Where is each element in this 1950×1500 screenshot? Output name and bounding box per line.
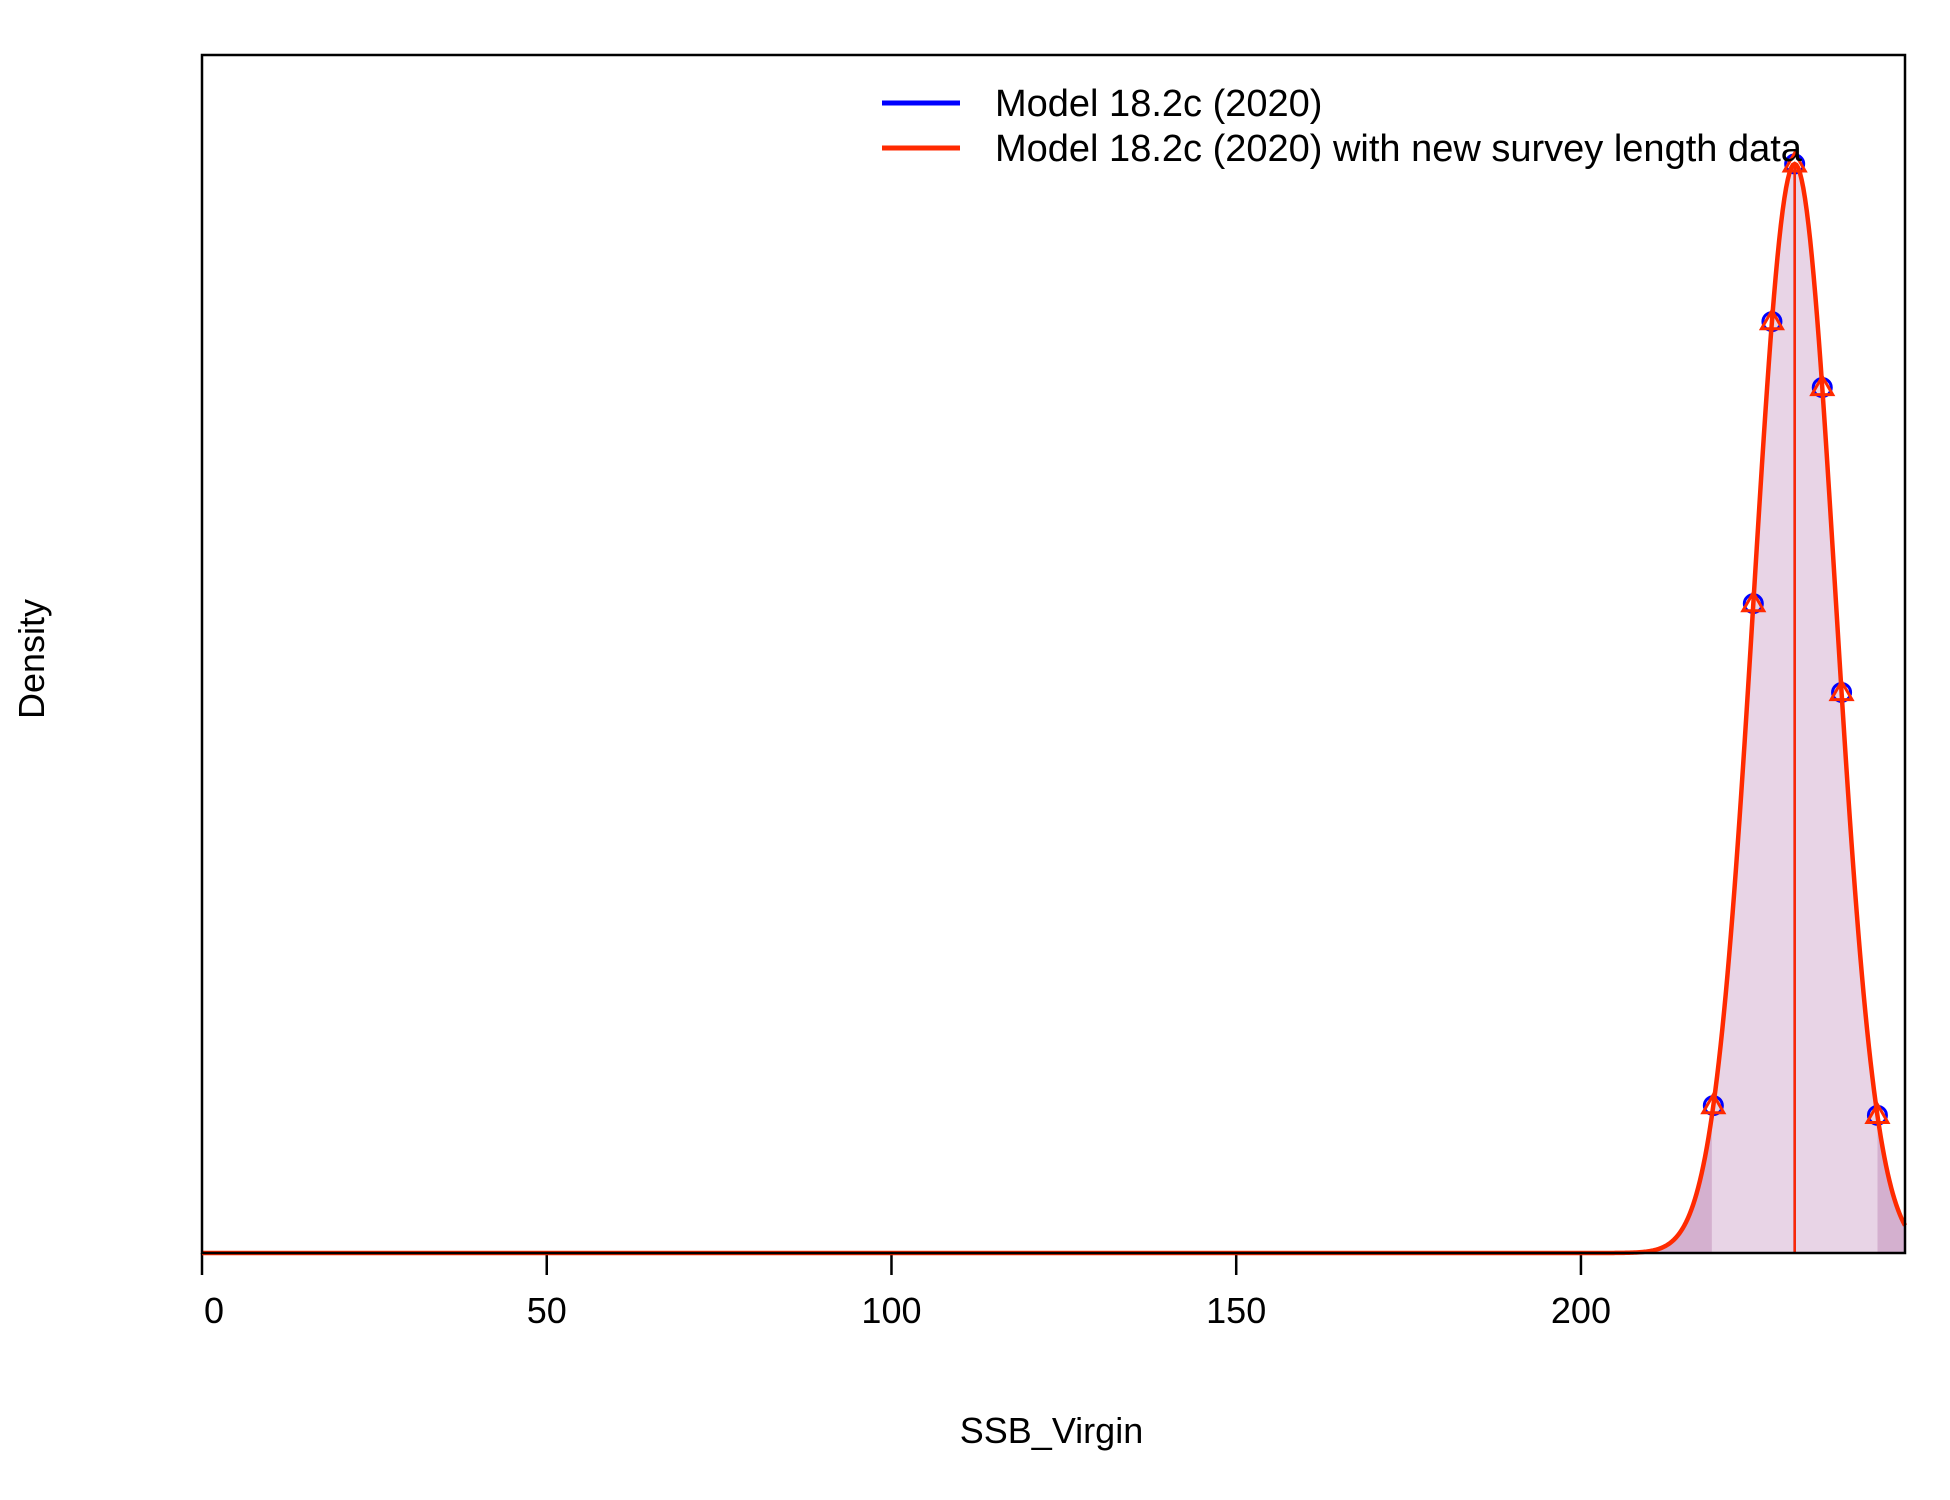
density-shading-layer [1580, 163, 1905, 1254]
legend: Model 18.2c (2020)Model 18.2c (2020) wit… [882, 83, 1803, 170]
data-point [1809, 373, 1836, 397]
x-axis: 0 50 100 150 200 [200, 1253, 1611, 1331]
y-axis-title: Density [11, 599, 52, 719]
legend-item-2: Model 18.2c (2020) with new survey lengt… [882, 128, 1803, 170]
x-tick-label: 200 [1551, 1290, 1611, 1331]
series-1 [202, 153, 1907, 1255]
plot-frame [200, 53, 1907, 1255]
x-axis-title: SSB_Virgin [960, 1410, 1143, 1451]
density-line [202, 161, 1907, 1256]
legend-item-1: Model 18.2c (2020) [882, 83, 1322, 125]
upper-tail-shading [1877, 1115, 1905, 1253]
legend-label: Model 18.2c (2020) [995, 83, 1322, 125]
data-point [1758, 307, 1785, 331]
legend-label: Model 18.2c (2020) with new survey lengt… [995, 128, 1803, 170]
x-tick-label: 50 [527, 1290, 567, 1331]
lower-tail-shading [1580, 1115, 1712, 1253]
data-point [1864, 1101, 1891, 1124]
series-layer [202, 149, 1907, 1256]
density-line [202, 162, 1907, 1255]
data-point [1700, 1091, 1727, 1115]
x-tick-label: 0 [204, 1290, 224, 1331]
series-2 [202, 149, 1907, 1256]
x-tick-label: 150 [1206, 1290, 1266, 1331]
x-tick-label: 100 [861, 1290, 921, 1331]
data-point [1828, 678, 1855, 702]
data-point [1740, 589, 1767, 613]
data-point [1781, 149, 1808, 173]
